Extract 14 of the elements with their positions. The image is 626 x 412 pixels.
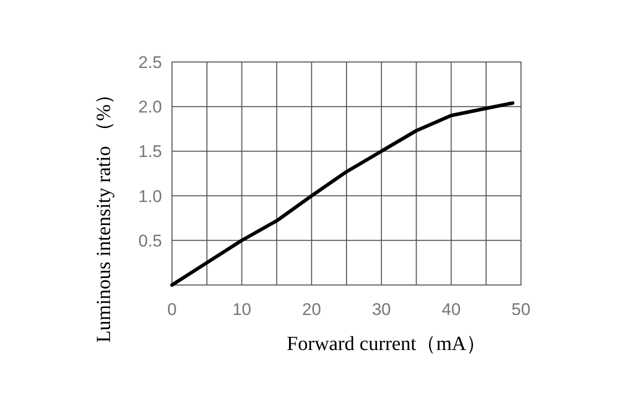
x-axis-title: Forward current（mA） [286,333,486,355]
x-tick-label: 40 [442,300,461,319]
x-tick-label: 30 [372,300,391,319]
x-tick-label: 50 [512,300,530,319]
x-tick-label: 20 [302,300,322,319]
y-axis-title: Luminous intensity ratio （%） [93,84,115,343]
y-tick-label: 2.0 [138,98,162,117]
y-tick-label: 2.5 [138,53,162,72]
line-series [170,101,514,287]
x-tick-label: 10 [232,300,252,319]
y-tick-label: 0.5 [138,231,162,250]
x-tick-label: 0 [167,300,177,319]
y-tick-label: 1.5 [138,142,162,162]
y-tick-label: 1.0 [138,186,162,206]
